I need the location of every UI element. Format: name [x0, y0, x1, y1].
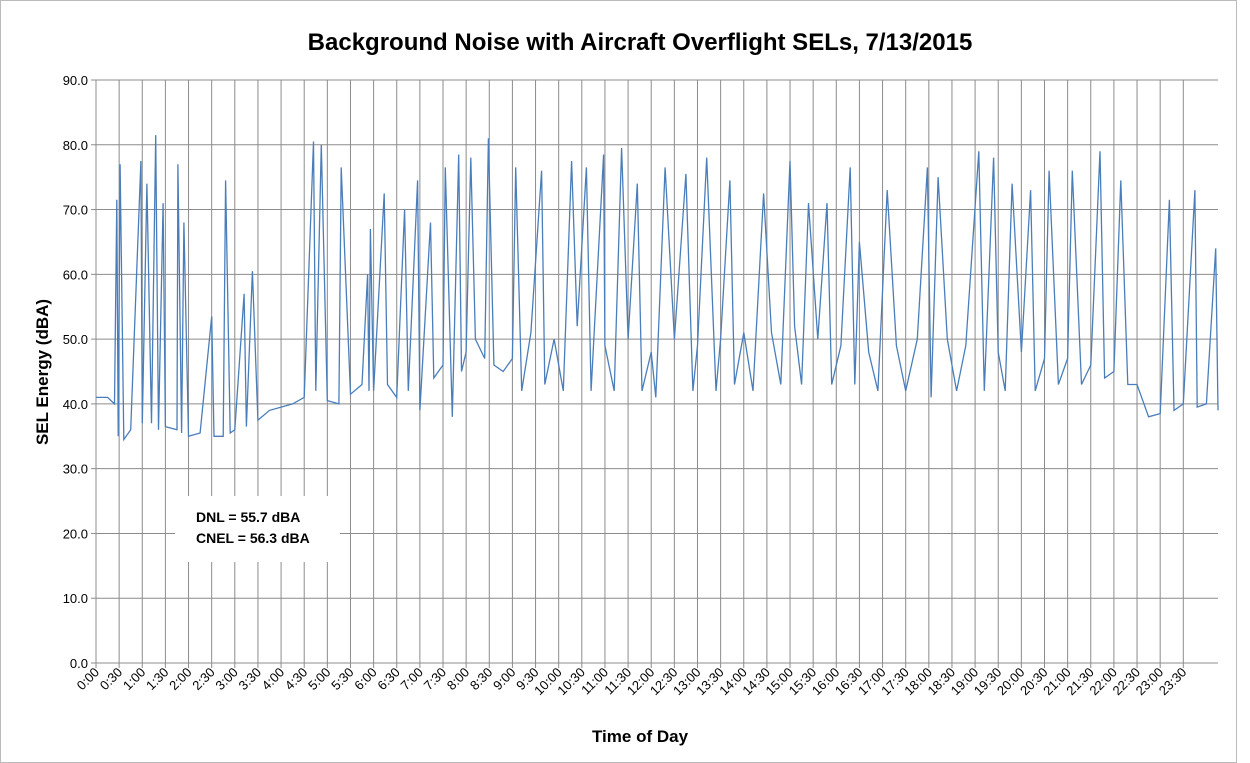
y-tick-label: 10.0: [63, 591, 88, 606]
x-axis-label: Time of Day: [592, 727, 689, 746]
y-tick-label: 80.0: [63, 138, 88, 153]
annotation: DNL = 55.7 dBA: [196, 509, 300, 525]
y-tick-label: 60.0: [63, 267, 88, 282]
y-tick-label: 50.0: [63, 332, 88, 347]
y-tick-label: 20.0: [63, 526, 88, 541]
y-tick-label: 0.0: [70, 656, 88, 671]
y-axis-label: SEL Energy (dBA): [33, 299, 52, 445]
y-tick-label: 70.0: [63, 203, 88, 218]
annotation-box: [175, 496, 340, 562]
y-tick-label: 30.0: [63, 462, 88, 477]
data-line: [96, 135, 1219, 442]
annotation: CNEL = 56.3 dBA: [196, 530, 310, 546]
y-tick-label: 40.0: [63, 397, 88, 412]
chart-title: Background Noise with Aircraft Overfligh…: [308, 29, 973, 56]
y-tick-label: 90.0: [63, 73, 88, 88]
